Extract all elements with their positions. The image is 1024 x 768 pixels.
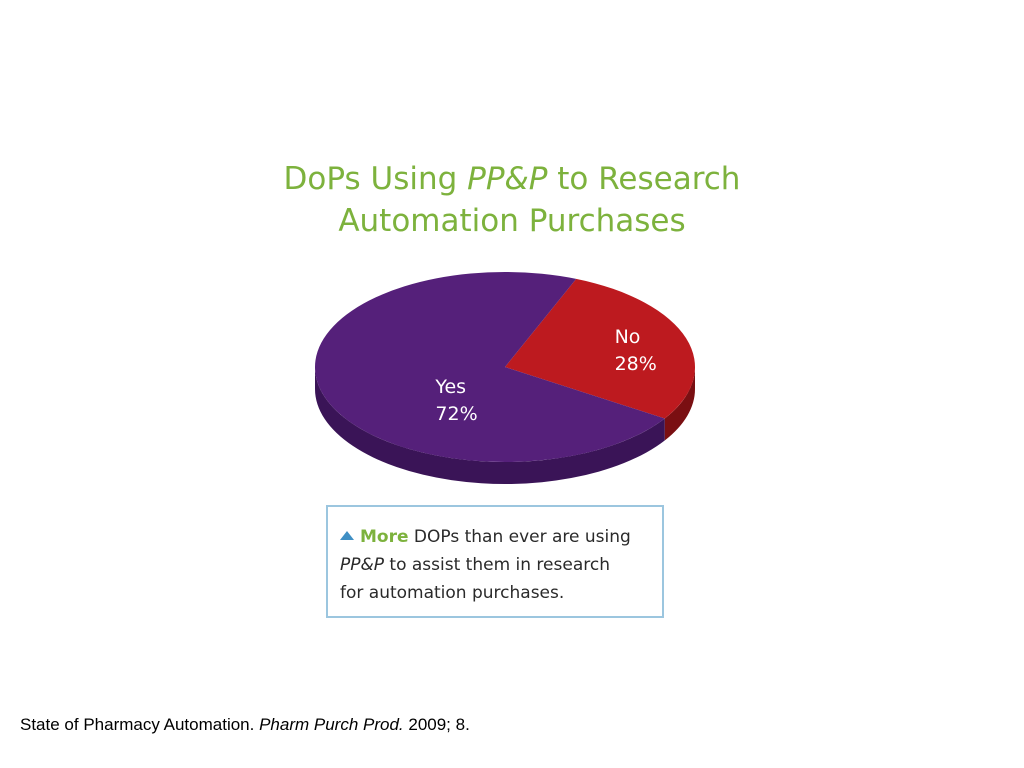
chart-title-part1: DoPs Using — [283, 161, 468, 197]
chart-title-line1: DoPs Using PP&P to Research — [212, 158, 812, 200]
callout-text1: DOPs than ever are using — [408, 527, 631, 547]
callout-text2: to assist them in research — [384, 555, 610, 575]
chart-title: DoPs Using PP&P to Research Automation P… — [212, 158, 812, 242]
callout-line1: More DOPs than ever are using — [340, 523, 660, 551]
pie-top: No 28% Yes 72% — [315, 272, 695, 462]
source-citation: State of Pharmacy Automation. Pharm Purc… — [20, 715, 470, 735]
callout-text: More DOPs than ever are using PP&P to as… — [340, 523, 660, 607]
pie-slice-yes — [315, 272, 665, 462]
chart-title-italic: PP&P — [467, 161, 548, 197]
pie-slice-no — [505, 278, 695, 419]
callout-box: More DOPs than ever are using PP&P to as… — [326, 505, 664, 618]
callout-highlight: More — [360, 527, 409, 547]
source-part2: 2009; 8. — [403, 715, 470, 734]
pie-side-yes — [315, 367, 665, 484]
source-italic: Pharm Purch Prod. — [259, 715, 404, 734]
callout-italic: PP&P — [340, 555, 385, 575]
pie-side-wall — [315, 367, 695, 484]
chart-title-line2: Automation Purchases — [338, 203, 686, 239]
callout-line2: PP&P to assist them in research — [340, 551, 660, 579]
callout-line3: for automation purchases. — [340, 583, 565, 603]
pie-chart: No 28% Yes 72% — [315, 272, 695, 484]
chart-title-part2: to Research — [547, 161, 741, 197]
source-part1: State of Pharmacy Automation. — [20, 715, 260, 734]
slice-value-no: 28% — [615, 353, 657, 375]
slice-label-no: No — [615, 326, 641, 348]
slice-value-yes: 72% — [435, 403, 477, 425]
triangle-up-icon — [340, 531, 354, 540]
slice-label-yes: Yes — [434, 376, 466, 398]
pie-side-no — [664, 367, 695, 441]
